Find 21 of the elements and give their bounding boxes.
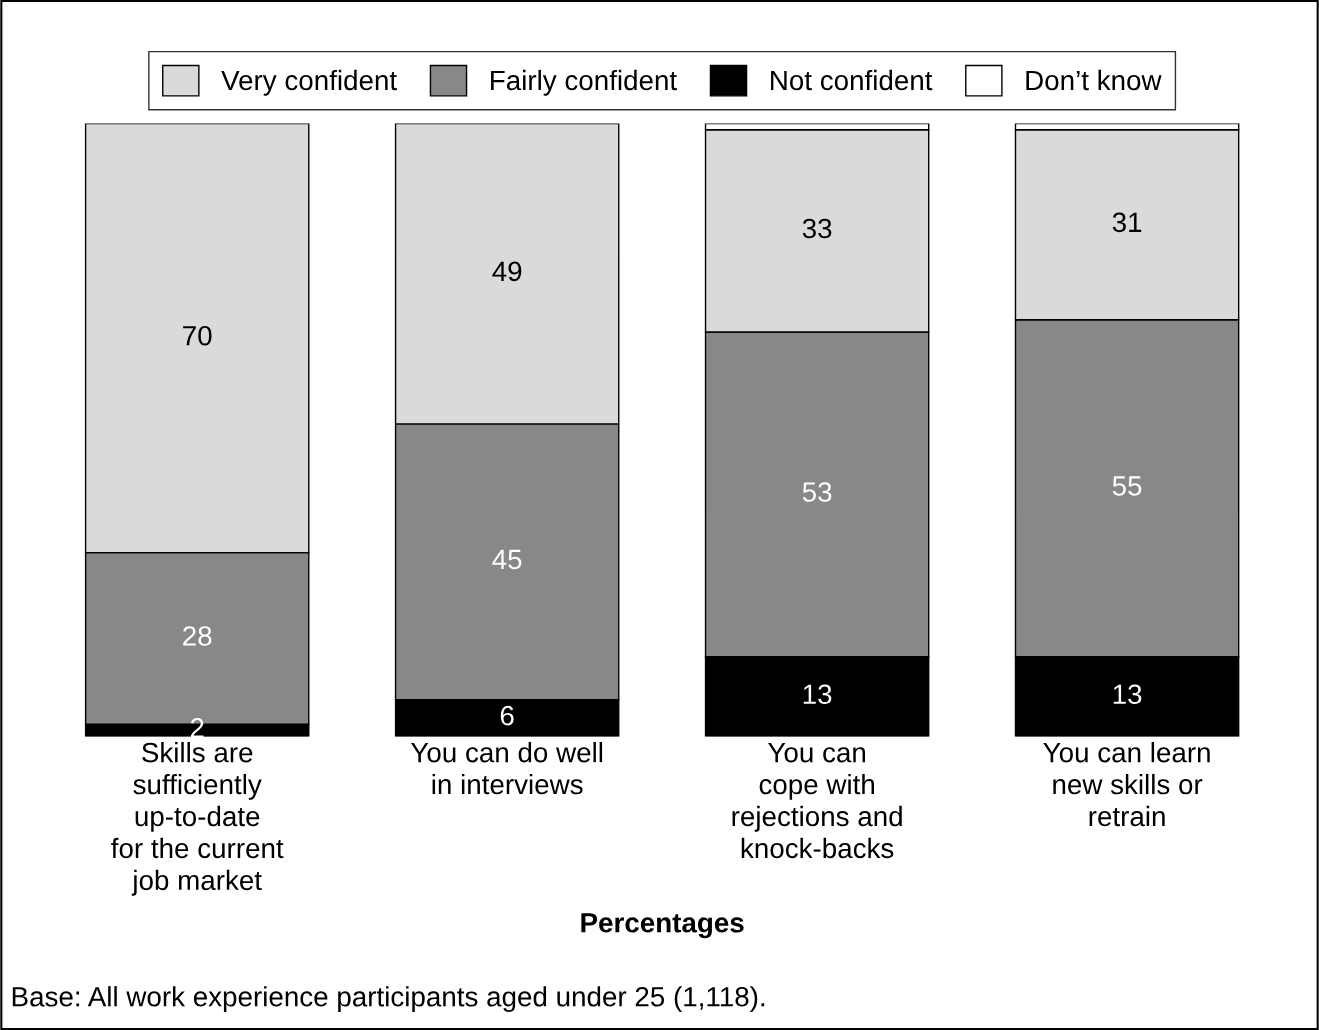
data-label: 53: [802, 482, 832, 502]
data-label: 13: [803, 684, 832, 705]
data-label: 45: [492, 549, 522, 570]
legend-label: Fairly confident: [491, 69, 677, 96]
data-label: 28: [183, 626, 212, 646]
data-label: 6: [500, 705, 514, 726]
x-tick-label: Skills are sufficiently up-to-date for the current job market: [111, 742, 284, 896]
x-tick-label: You can cope with rejections and knock-backs: [732, 743, 902, 859]
data-label: 33: [802, 218, 832, 239]
legend-label: Very confident: [221, 69, 397, 96]
data-label: 70: [183, 325, 212, 346]
x-axis-title: Percentages: [581, 913, 744, 939]
data-label: 55: [1112, 476, 1142, 496]
x-tick-label: You can do well in interviews: [410, 742, 603, 795]
data-label: 31: [1112, 212, 1142, 233]
data-label: 49: [492, 261, 522, 282]
data-label: 13: [1113, 684, 1142, 705]
legend-label: Not confident: [771, 69, 933, 91]
x-tick-label: You can learn new skills or retrain: [1043, 742, 1210, 827]
legend-label: Don’t know: [1026, 69, 1162, 91]
text: Base: All work experience participants aged under 25 (1,118).: [12, 986, 765, 1013]
